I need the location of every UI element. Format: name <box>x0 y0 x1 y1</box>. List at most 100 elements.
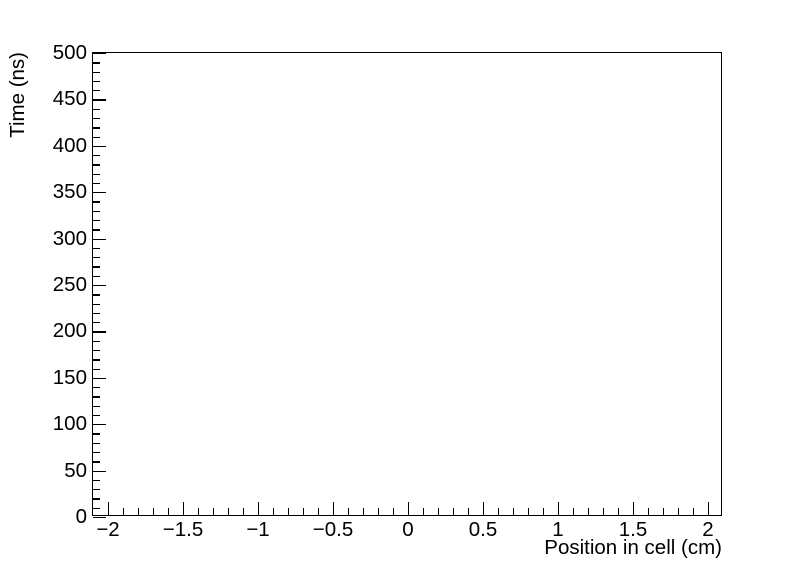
y-axis-tick-minor <box>93 452 100 454</box>
x-axis-tick-minor <box>693 508 695 515</box>
plot-area: 0 50 100 150 200 250 300 350 400 450 500 −2 −1.5 −1 −0… <box>53 42 721 539</box>
y-axis-tick-minor <box>93 210 100 213</box>
y-axis-tick-minor <box>93 396 100 398</box>
y-axis-tick-minor <box>93 80 100 83</box>
y-axis-tick-label: 150 <box>52 365 87 389</box>
y-axis-tick-label: 200 <box>52 319 87 343</box>
x-axis-tick-label: −0.5 <box>312 518 354 541</box>
y-axis-tick-minor <box>93 294 100 296</box>
y-axis-tick-minor <box>93 359 100 361</box>
y-axis-tick-minor <box>93 303 100 305</box>
y-axis-tick-minor <box>93 257 100 259</box>
y-axis-tick-minor <box>93 405 100 407</box>
y-axis-tick-major <box>93 145 106 148</box>
y-axis-tick-label: 450 <box>52 87 87 111</box>
x-axis-tick-minor <box>588 508 590 515</box>
y-axis-tick-major <box>93 424 106 426</box>
y-axis-tick-minor <box>93 498 100 500</box>
y-axis-tick-minor <box>93 275 100 278</box>
y-axis-tick-minor <box>93 71 100 73</box>
y-axis-tick-minor <box>93 164 100 166</box>
x-axis-tick-label: −1.5 <box>162 518 204 541</box>
x-axis-tick-minor <box>603 508 605 515</box>
x-axis-tick-major <box>633 502 635 515</box>
y-axis-tick-minor <box>93 266 100 268</box>
x-axis-tick-minor <box>678 508 680 515</box>
y-axis-tick-minor <box>93 173 100 175</box>
x-axis-tick-minor <box>648 508 650 515</box>
x-axis-tick-minor <box>468 508 470 515</box>
x-axis-title: Position in cell (cm) <box>544 536 722 559</box>
y-axis-tick-minor <box>93 368 100 370</box>
x-axis-tick-minor <box>123 508 125 515</box>
y-axis-title: Time (ns) <box>6 52 29 138</box>
x-axis-tick-minor <box>213 508 215 515</box>
x-axis-tick-minor <box>138 508 140 515</box>
y-axis-tick-minor <box>93 461 100 463</box>
y-axis-tick-minor <box>93 322 100 324</box>
y-axis-tick-minor <box>93 220 100 222</box>
y-axis-tick-minor <box>93 108 100 110</box>
y-axis-tick-major <box>93 331 106 333</box>
y-axis-tick-minor <box>93 136 100 138</box>
plot-frame: 0 50 100 150 200 250 300 350 400 450 500 −2 −1.5 −1 −0… <box>53 42 722 540</box>
y-axis-tick-major <box>93 285 106 287</box>
x-axis-tick-minor <box>453 508 455 515</box>
y-axis-tick-minor <box>93 479 100 482</box>
x-axis-tick-major <box>333 502 335 515</box>
y-axis-tick-major <box>93 517 106 519</box>
x-axis-tick-minor <box>348 508 350 515</box>
y-axis-tick-label: 350 <box>52 179 87 203</box>
x-axis-tick-minor <box>528 508 530 515</box>
y-axis-tick-minor <box>93 340 100 342</box>
y-axis-tick-major <box>93 470 106 472</box>
x-axis-tick-minor <box>393 508 395 515</box>
x-axis-tick-minor <box>663 508 665 515</box>
x-axis-tick-label: −2 <box>96 518 120 541</box>
y-axis-tick-minor <box>93 489 100 491</box>
x-axis-tick-minor <box>513 508 515 515</box>
y-axis-tick-minor <box>93 433 100 435</box>
x-axis-tick-minor <box>228 508 230 515</box>
x-axis-tick-minor <box>303 508 305 515</box>
y-axis-tick-major <box>93 377 106 380</box>
x-axis-tick-label: 0 <box>402 518 414 541</box>
y-axis-tick-label: 400 <box>52 133 87 157</box>
y-axis-tick-major <box>93 53 106 55</box>
x-axis-tick-label: 1.5 <box>618 518 648 541</box>
y-axis-tick-label: 50 <box>64 458 87 482</box>
x-axis-tick-major <box>183 502 185 515</box>
x-axis-tick-minor <box>243 508 245 515</box>
y-axis-tick-major <box>93 99 106 101</box>
x-axis-tick-minor <box>498 508 500 515</box>
x-axis-tick-minor <box>168 508 170 515</box>
y-axis-tick-label: 300 <box>52 226 87 250</box>
x-axis-tick-label: 1 <box>552 518 564 541</box>
y-axis-tick-label: 100 <box>52 411 87 435</box>
y-axis-tick-minor <box>93 229 100 231</box>
x-axis-tick-minor <box>288 508 290 515</box>
x-axis-tick-label: 0.5 <box>468 518 498 541</box>
x-axis-tick-major <box>258 502 260 515</box>
y-axis-tick-minor <box>93 182 100 185</box>
y-axis-tick-label: 500 <box>52 40 87 64</box>
x-axis-tick-minor <box>153 508 155 515</box>
x-axis-tick-minor <box>378 508 380 515</box>
y-axis-tick-minor <box>93 155 100 157</box>
y-axis-tick-minor <box>93 312 100 315</box>
y-axis-tick-minor <box>93 414 100 417</box>
x-axis-tick-minor <box>438 508 440 515</box>
x-axis-tick-minor <box>423 508 425 515</box>
x-axis-tick-minor <box>363 508 365 515</box>
x-axis-tick-label: −1 <box>246 518 270 541</box>
x-axis-tick-minor <box>198 508 200 515</box>
y-axis-tick-minor <box>93 247 100 250</box>
x-axis-tick-major <box>558 502 560 515</box>
x-axis-tick-major <box>408 502 410 515</box>
x-axis-tick-minor <box>273 508 275 515</box>
y-axis-tick-minor <box>93 127 100 129</box>
y-axis-tick-minor <box>93 349 100 352</box>
y-axis-tick-label: 0 <box>75 504 87 528</box>
x-axis-tick-major <box>108 502 110 515</box>
